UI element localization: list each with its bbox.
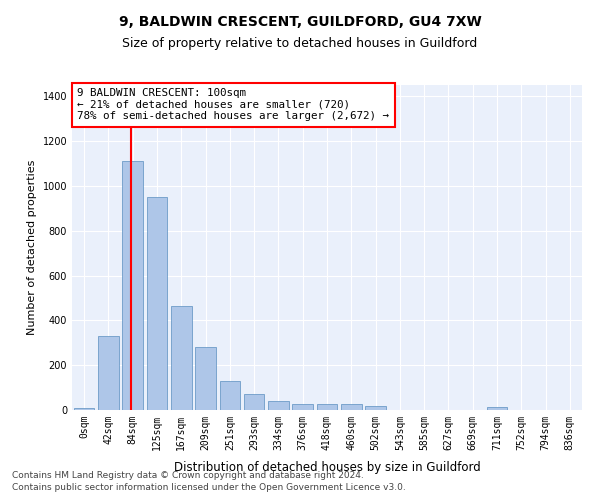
Text: Contains public sector information licensed under the Open Government Licence v3: Contains public sector information licen… <box>12 484 406 492</box>
Text: Size of property relative to detached houses in Guildford: Size of property relative to detached ho… <box>122 38 478 51</box>
Text: 9, BALDWIN CRESCENT, GUILDFORD, GU4 7XW: 9, BALDWIN CRESCENT, GUILDFORD, GU4 7XW <box>119 15 481 29</box>
Bar <box>487 408 508 410</box>
Bar <box>244 394 265 410</box>
Bar <box>220 381 240 410</box>
Bar <box>195 347 216 410</box>
Bar <box>292 404 313 410</box>
Bar <box>74 408 94 410</box>
Bar <box>146 197 167 410</box>
Y-axis label: Number of detached properties: Number of detached properties <box>27 160 37 335</box>
Bar <box>122 161 143 410</box>
X-axis label: Distribution of detached houses by size in Guildford: Distribution of detached houses by size … <box>173 461 481 474</box>
Text: 9 BALDWIN CRESCENT: 100sqm
← 21% of detached houses are smaller (720)
78% of sem: 9 BALDWIN CRESCENT: 100sqm ← 21% of deta… <box>77 88 389 122</box>
Bar <box>365 406 386 410</box>
Bar <box>171 306 191 410</box>
Text: Contains HM Land Registry data © Crown copyright and database right 2024.: Contains HM Land Registry data © Crown c… <box>12 471 364 480</box>
Bar <box>317 404 337 410</box>
Bar <box>341 404 362 410</box>
Bar <box>98 336 119 410</box>
Bar <box>268 401 289 410</box>
